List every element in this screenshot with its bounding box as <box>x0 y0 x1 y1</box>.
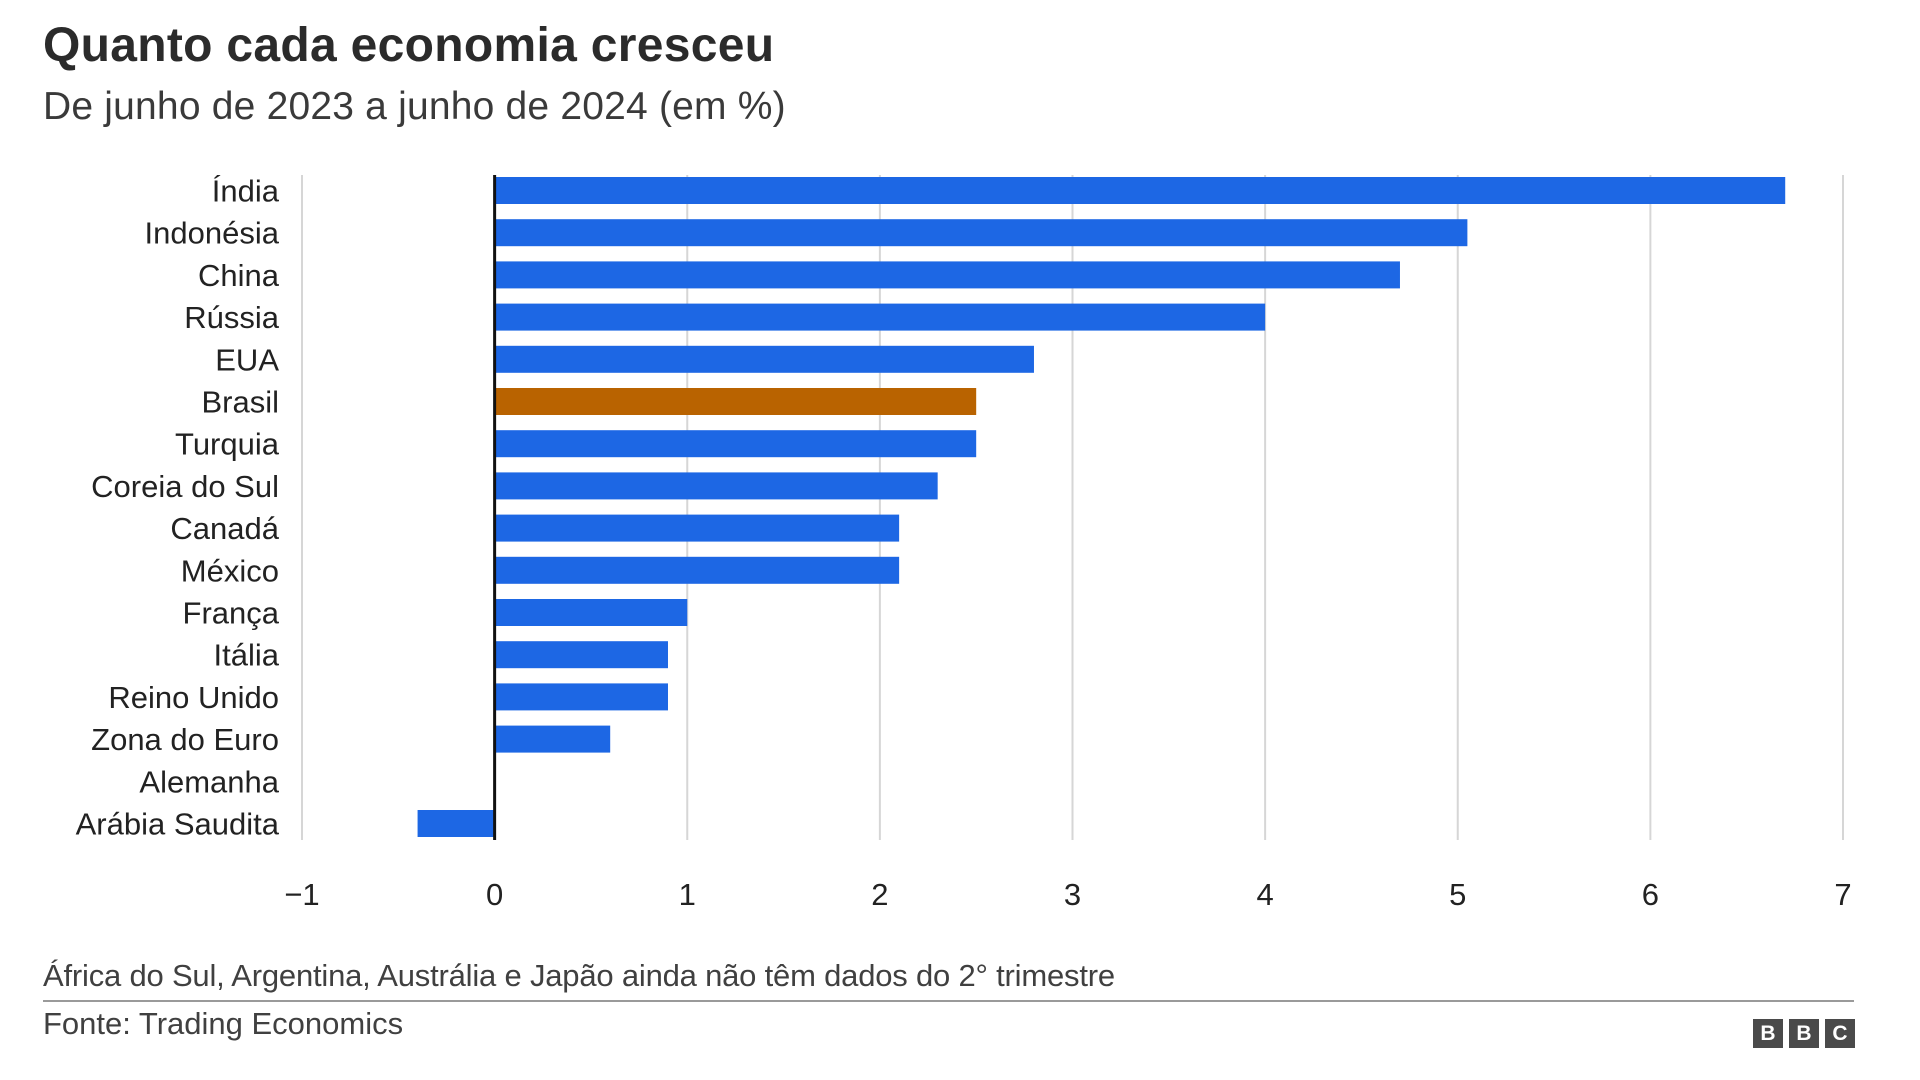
category-labels: Índia Indonésia China Rússia EUA Brasil Turqui… <box>76 174 280 842</box>
bar-itália <box>494 641 668 669</box>
category-label: França <box>183 596 280 631</box>
bbc-logo-block: B <box>1753 1019 1783 1048</box>
category-label: Turquia <box>175 427 280 462</box>
x-tick-label: 5 <box>1449 877 1466 912</box>
category-label: Zona do Euro <box>91 722 279 757</box>
x-tick-label: −1 <box>284 877 319 912</box>
category-label: Canadá <box>170 511 279 546</box>
bar-frança <box>494 599 688 626</box>
category-label: Coreia do Sul <box>91 469 279 504</box>
bar-indonésia <box>494 219 1468 247</box>
x-axis-tick-labels: −1 0 1 2 3 4 5 6 7 <box>284 877 1851 912</box>
bar-zona-do-euro <box>494 725 611 753</box>
bar-canadá <box>494 514 900 542</box>
category-label: Brasil <box>201 385 279 420</box>
category-label: EUA <box>215 342 279 377</box>
category-label: Itália <box>214 638 280 673</box>
bar-china <box>494 261 1400 289</box>
category-label: China <box>198 258 280 293</box>
bar-brasil <box>494 388 977 415</box>
footnote: África do Sul, Argentina, Austrália e Ja… <box>43 958 1115 993</box>
footer-divider <box>43 1000 1854 1002</box>
bbc-logo: B B C <box>1753 1019 1855 1048</box>
x-tick-label: 3 <box>1064 877 1081 912</box>
bar-eua <box>494 345 1034 373</box>
bar-méxico <box>494 556 900 584</box>
bar-reino-unido <box>494 683 668 711</box>
category-label: México <box>181 553 279 588</box>
source-credit: Fonte: Trading Economics <box>43 1006 404 1041</box>
category-label: Reino Unido <box>108 680 279 715</box>
x-tick-label: 7 <box>1834 877 1851 912</box>
bar-chart: Índia Indonésia China Rússia EUA Brasil Turqui… <box>76 174 1852 913</box>
x-tick-label: 6 <box>1642 877 1659 912</box>
bar-arábia-saudita <box>417 810 495 837</box>
bars <box>417 177 1786 837</box>
category-label: Rússia <box>184 300 280 335</box>
bbc-logo-block: B <box>1789 1019 1819 1048</box>
x-tick-label: 4 <box>1257 877 1274 912</box>
x-tick-label: 1 <box>679 877 696 912</box>
bar-índia <box>494 177 1786 204</box>
category-label: Alemanha <box>139 764 279 799</box>
bar-rússia <box>494 303 1266 331</box>
bar-coreia-do-sul <box>494 472 938 500</box>
category-label: Indonésia <box>145 216 280 251</box>
x-tick-label: 0 <box>486 877 503 912</box>
x-tick-label: 2 <box>871 877 888 912</box>
bbc-logo-block: C <box>1825 1019 1855 1048</box>
chart-title: Quanto cada economia cresceu <box>43 19 775 72</box>
bar-turquia <box>494 430 977 458</box>
category-label: Arábia Saudita <box>76 807 280 842</box>
chart-subtitle: De junho de 2023 a junho de 2024 (em %) <box>43 85 786 128</box>
category-label: Índia <box>212 174 280 209</box>
